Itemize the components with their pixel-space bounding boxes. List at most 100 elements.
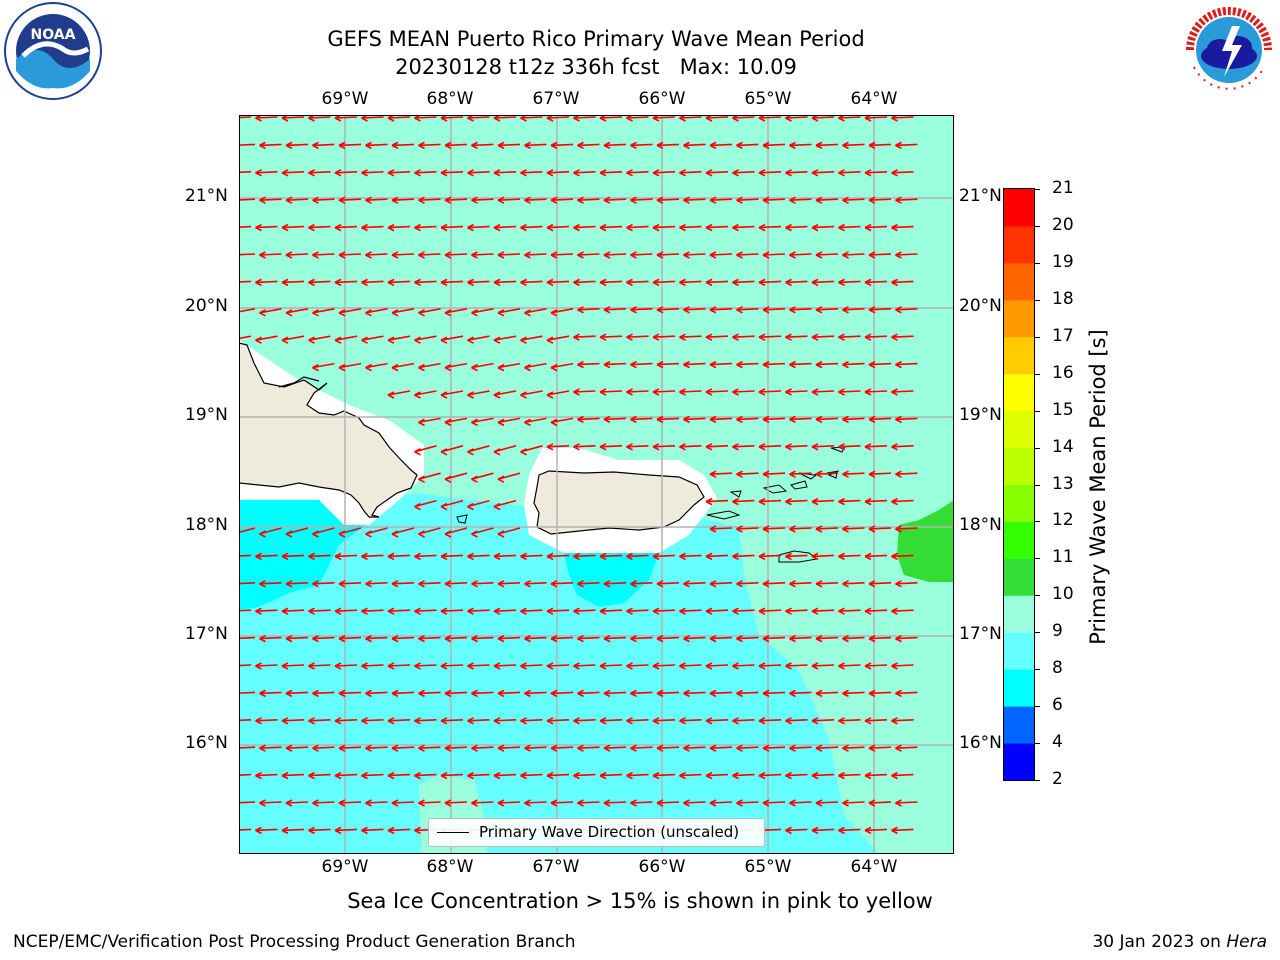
- wave-arrow: [467, 445, 490, 456]
- wave-arrow: [471, 689, 494, 698]
- wave-arrow: [550, 580, 574, 588]
- wave-arrow: [573, 388, 596, 396]
- wave-arrow: [467, 662, 490, 670]
- wave-arrow: [758, 388, 782, 396]
- wave-arrow: [418, 308, 441, 317]
- wave-arrow: [259, 141, 282, 150]
- lon-tick-label: 66°W: [638, 857, 686, 877]
- wave-arrow: [239, 635, 256, 642]
- wave-arrow: [524, 417, 547, 427]
- wave-arrow: [440, 390, 464, 399]
- wave-arrow: [308, 552, 331, 561]
- wave-arrow: [497, 689, 521, 698]
- wave-arrow: [732, 607, 755, 615]
- wave-arrow: [603, 689, 627, 698]
- wave-arrow: [679, 552, 702, 561]
- wave-arrow: [255, 169, 278, 177]
- wave-arrow: [520, 552, 543, 561]
- wave-arrow: [732, 223, 755, 232]
- wave-arrow: [467, 390, 490, 399]
- wave-arrow: [444, 308, 468, 317]
- wave-arrow: [891, 278, 914, 287]
- wave-arrow: [387, 771, 411, 780]
- wave-arrow: [524, 362, 547, 372]
- wave-arrow: [758, 607, 782, 615]
- wave-arrow: [440, 169, 464, 177]
- wave-arrow: [338, 308, 362, 317]
- colorbar-segment: [1004, 669, 1034, 707]
- wave-arrow: [573, 278, 596, 287]
- wave-arrow: [736, 689, 759, 698]
- lon-tick-label: 68°W: [426, 89, 474, 109]
- wave-arrow: [239, 690, 256, 697]
- wave-arrow: [308, 826, 331, 835]
- wave-arrow: [312, 799, 335, 807]
- wave-arrow: [334, 771, 358, 780]
- colorbar-tick-label: 10: [1052, 584, 1074, 605]
- wave-arrow: [418, 141, 441, 150]
- wave-arrow: [546, 390, 570, 399]
- wave-arrow: [493, 445, 517, 456]
- wave-arrow: [895, 470, 918, 478]
- wave-arrow: [308, 607, 331, 615]
- wave-arrow: [255, 662, 278, 670]
- wave-arrow: [361, 335, 384, 344]
- wave-arrow: [758, 169, 782, 177]
- colorbar-tick-mark: [1034, 225, 1040, 227]
- wave-arrow: [599, 443, 623, 451]
- wave-arrow: [497, 634, 521, 643]
- wave-arrow: [573, 333, 596, 341]
- wave-arrow: [811, 223, 835, 232]
- map-panel: Primary Wave Direction (unscaled): [239, 115, 954, 854]
- wave-arrow: [255, 771, 278, 780]
- colorbar-tick-mark: [1034, 706, 1040, 708]
- lon-tick-label: 65°W: [744, 89, 792, 109]
- wave-arrow: [550, 141, 574, 150]
- wave-arrow: [599, 388, 623, 396]
- wave-arrow: [281, 717, 305, 725]
- wave-arrow: [789, 141, 812, 150]
- wave-arrow: [656, 415, 680, 424]
- wave-arrow: [259, 527, 282, 538]
- wave-arrow: [736, 415, 759, 424]
- wave-arrow: [705, 552, 729, 561]
- wave-arrow: [811, 771, 835, 780]
- wave-arrow: [868, 415, 892, 424]
- wave-arrow: [520, 223, 543, 232]
- wave-arrow: [758, 278, 782, 287]
- wave-arrow: [868, 744, 892, 752]
- wave-arrow: [573, 717, 596, 725]
- wave-arrow: [573, 607, 596, 615]
- footer-credit: NCEP/EMC/Verification Post Processing Pr…: [13, 932, 576, 952]
- wave-arrow: [630, 196, 653, 204]
- wave-arrow: [308, 169, 331, 177]
- wave-arrow: [705, 497, 729, 506]
- wave-arrow: [285, 141, 309, 150]
- wave-arrow: [550, 251, 574, 259]
- wave-arrow: [864, 607, 888, 615]
- wave-arrow: [842, 306, 865, 314]
- wave-arrow: [895, 360, 918, 369]
- wave-arrow: [732, 333, 755, 341]
- wave-arrow: [838, 771, 861, 780]
- wave-arrow: [864, 169, 888, 177]
- wave-arrow: [656, 306, 680, 314]
- wave-arrow: [626, 388, 649, 396]
- wave-arrow: [652, 771, 676, 780]
- wave-arrow: [842, 525, 865, 533]
- map-legend: Primary Wave Direction (unscaled): [428, 818, 765, 847]
- wave-arrow: [599, 771, 623, 780]
- wave-arrow: [811, 662, 835, 670]
- wave-arrow: [471, 251, 494, 259]
- wave-arrow: [255, 335, 278, 344]
- wave-arrow: [895, 744, 918, 752]
- wave-arrow: [387, 826, 411, 835]
- lon-tick-label: 64°W: [850, 89, 898, 109]
- wave-arrow: [815, 744, 839, 752]
- wave-arrow: [758, 223, 782, 232]
- wave-arrow: [285, 634, 309, 643]
- colorbar-tick-label: 8: [1052, 658, 1063, 679]
- wave-arrow: [520, 169, 543, 177]
- wave-arrow: [524, 689, 547, 698]
- wave-arrow: [285, 580, 309, 588]
